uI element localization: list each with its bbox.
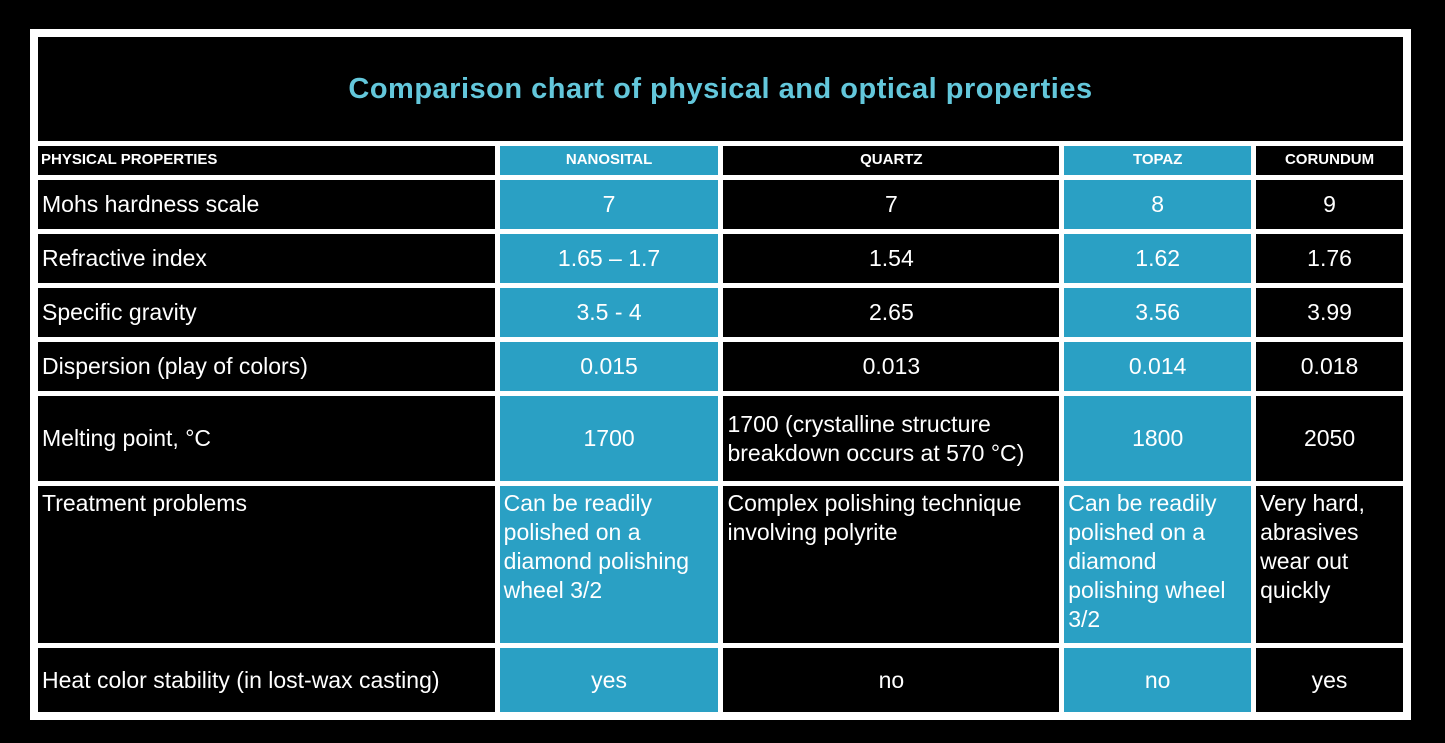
value-mohs-corundum: 9	[1256, 180, 1403, 229]
value-gravity-quartz: 2.65	[723, 288, 1060, 337]
value-heat-corundum: yes	[1256, 648, 1403, 712]
value-refractive-quartz: 1.54	[723, 234, 1060, 283]
column-header-quartz: QUARTZ	[723, 146, 1060, 175]
property-label-dispersion: Dispersion (play of colors)	[38, 342, 495, 391]
slide-frame: Comparison chart of physical and optical…	[30, 29, 1411, 720]
value-treatment-quartz: Complex polishing technique involving po…	[723, 486, 1060, 643]
property-label-specific-gravity: Specific gravity	[38, 288, 495, 337]
column-header-nanosital: NANOSITAL	[499, 146, 719, 175]
value-dispersion-quartz: 0.013	[723, 342, 1060, 391]
value-gravity-nanosital: 3.5 - 4	[499, 288, 719, 337]
value-mohs-quartz: 7	[723, 180, 1060, 229]
value-mohs-nanosital: 7	[499, 180, 719, 229]
value-melting-topaz: 1800	[1064, 396, 1252, 481]
value-mohs-topaz: 8	[1064, 180, 1252, 229]
value-treatment-topaz: Can be readily polished on a diamond pol…	[1064, 486, 1252, 643]
value-dispersion-nanosital: 0.015	[499, 342, 719, 391]
value-refractive-corundum: 1.76	[1256, 234, 1403, 283]
value-refractive-nanosital: 1.65 – 1.7	[499, 234, 719, 283]
property-label-treatment-problems: Treatment problems	[38, 486, 495, 643]
value-gravity-corundum: 3.99	[1256, 288, 1403, 337]
table-title-block: Comparison chart of physical and optical…	[38, 37, 1403, 141]
value-heat-quartz: no	[723, 648, 1060, 712]
value-treatment-nanosital: Can be readily polished on a diamond pol…	[499, 486, 719, 643]
value-gravity-topaz: 3.56	[1064, 288, 1252, 337]
table-title: Comparison chart of physical and optical…	[348, 72, 1093, 105]
comparison-table: Comparison chart of physical and optical…	[38, 37, 1403, 712]
value-melting-quartz: 1700 (crystalline structure breakdown oc…	[723, 396, 1060, 481]
column-header-topaz: TOPAZ	[1064, 146, 1252, 175]
value-dispersion-topaz: 0.014	[1064, 342, 1252, 391]
value-treatment-corundum: Very hard, abrasives wear out quickly	[1256, 486, 1403, 643]
value-refractive-topaz: 1.62	[1064, 234, 1252, 283]
value-heat-topaz: no	[1064, 648, 1252, 712]
column-header-corundum: CORUNDUM	[1256, 146, 1403, 175]
value-heat-nanosital: yes	[499, 648, 719, 712]
column-header-physical-properties: PHYSICAL PROPERTIES	[38, 146, 495, 175]
property-label-refractive-index: Refractive index	[38, 234, 495, 283]
value-melting-corundum: 2050	[1256, 396, 1403, 481]
property-label-heat-color-stability: Heat color stability (in lost-wax castin…	[38, 648, 495, 712]
property-label-melting-point: Melting point, °C	[38, 396, 495, 481]
value-dispersion-corundum: 0.018	[1256, 342, 1403, 391]
property-label-mohs-hardness: Mohs hardness scale	[38, 180, 495, 229]
value-melting-nanosital: 1700	[499, 396, 719, 481]
